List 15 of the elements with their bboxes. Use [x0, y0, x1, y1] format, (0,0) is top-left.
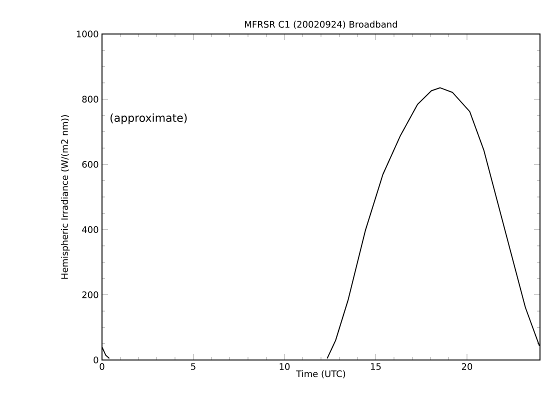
chart-title: MFRSR C1 (20020924) Broadband [245, 20, 397, 29]
y-tick-label: 1000 [76, 30, 98, 38]
y-tick-label: 400 [82, 226, 98, 233]
y-tick-label: 800 [82, 96, 98, 103]
x-tick-label: 5 [191, 363, 196, 370]
y-tick-label: 0 [94, 356, 98, 364]
annotation: (approximate) [110, 113, 187, 124]
y-tick-label: 600 [82, 160, 98, 168]
y-axis-title: Hemispheric Irradiance (W/(m2 nm)) [60, 115, 70, 279]
x-tick-label: 0 [100, 363, 104, 370]
x-tick-label: 20 [462, 363, 472, 370]
x-tick-label: 10 [280, 363, 290, 370]
x-axis-title: Time (UTC) [296, 370, 346, 378]
y-tick-label: 200 [82, 291, 98, 298]
x-tick-label: 15 [371, 363, 381, 370]
